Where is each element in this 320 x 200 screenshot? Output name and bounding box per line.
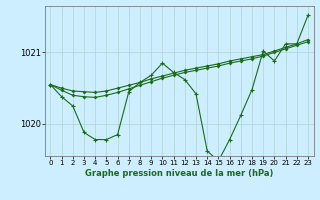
X-axis label: Graphe pression niveau de la mer (hPa): Graphe pression niveau de la mer (hPa) — [85, 169, 273, 178]
